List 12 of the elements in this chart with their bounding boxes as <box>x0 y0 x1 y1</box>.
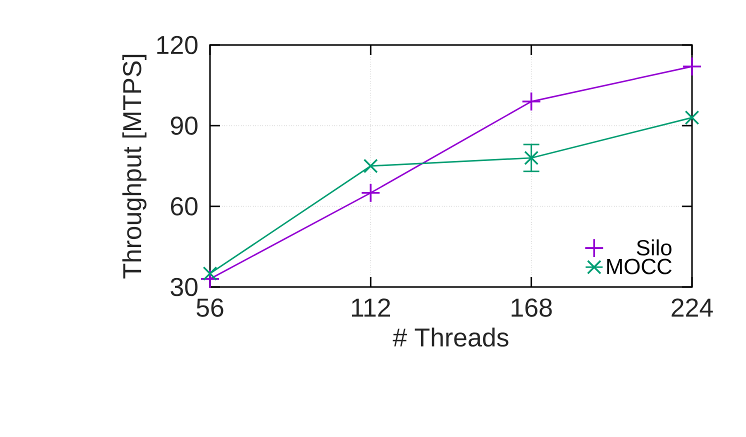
x-tick-label: 56 <box>196 298 224 317</box>
y-tick-label: 90 <box>170 116 198 135</box>
x-tick-label: 168 <box>512 298 552 317</box>
legend-label: MOCC <box>607 258 672 274</box>
y-tick-label: 30 <box>170 278 198 296</box>
x-tick-label: 112 <box>352 298 390 317</box>
y-axis-title: Throughput [MTPS] <box>122 54 146 278</box>
x-axis-title: # Threads <box>392 328 508 347</box>
x-tick-label: 224 <box>672 298 713 317</box>
legend-label: Silo <box>636 239 672 256</box>
y-tick-label: 60 <box>171 197 198 216</box>
y-tick-label: 120 <box>157 36 198 54</box>
